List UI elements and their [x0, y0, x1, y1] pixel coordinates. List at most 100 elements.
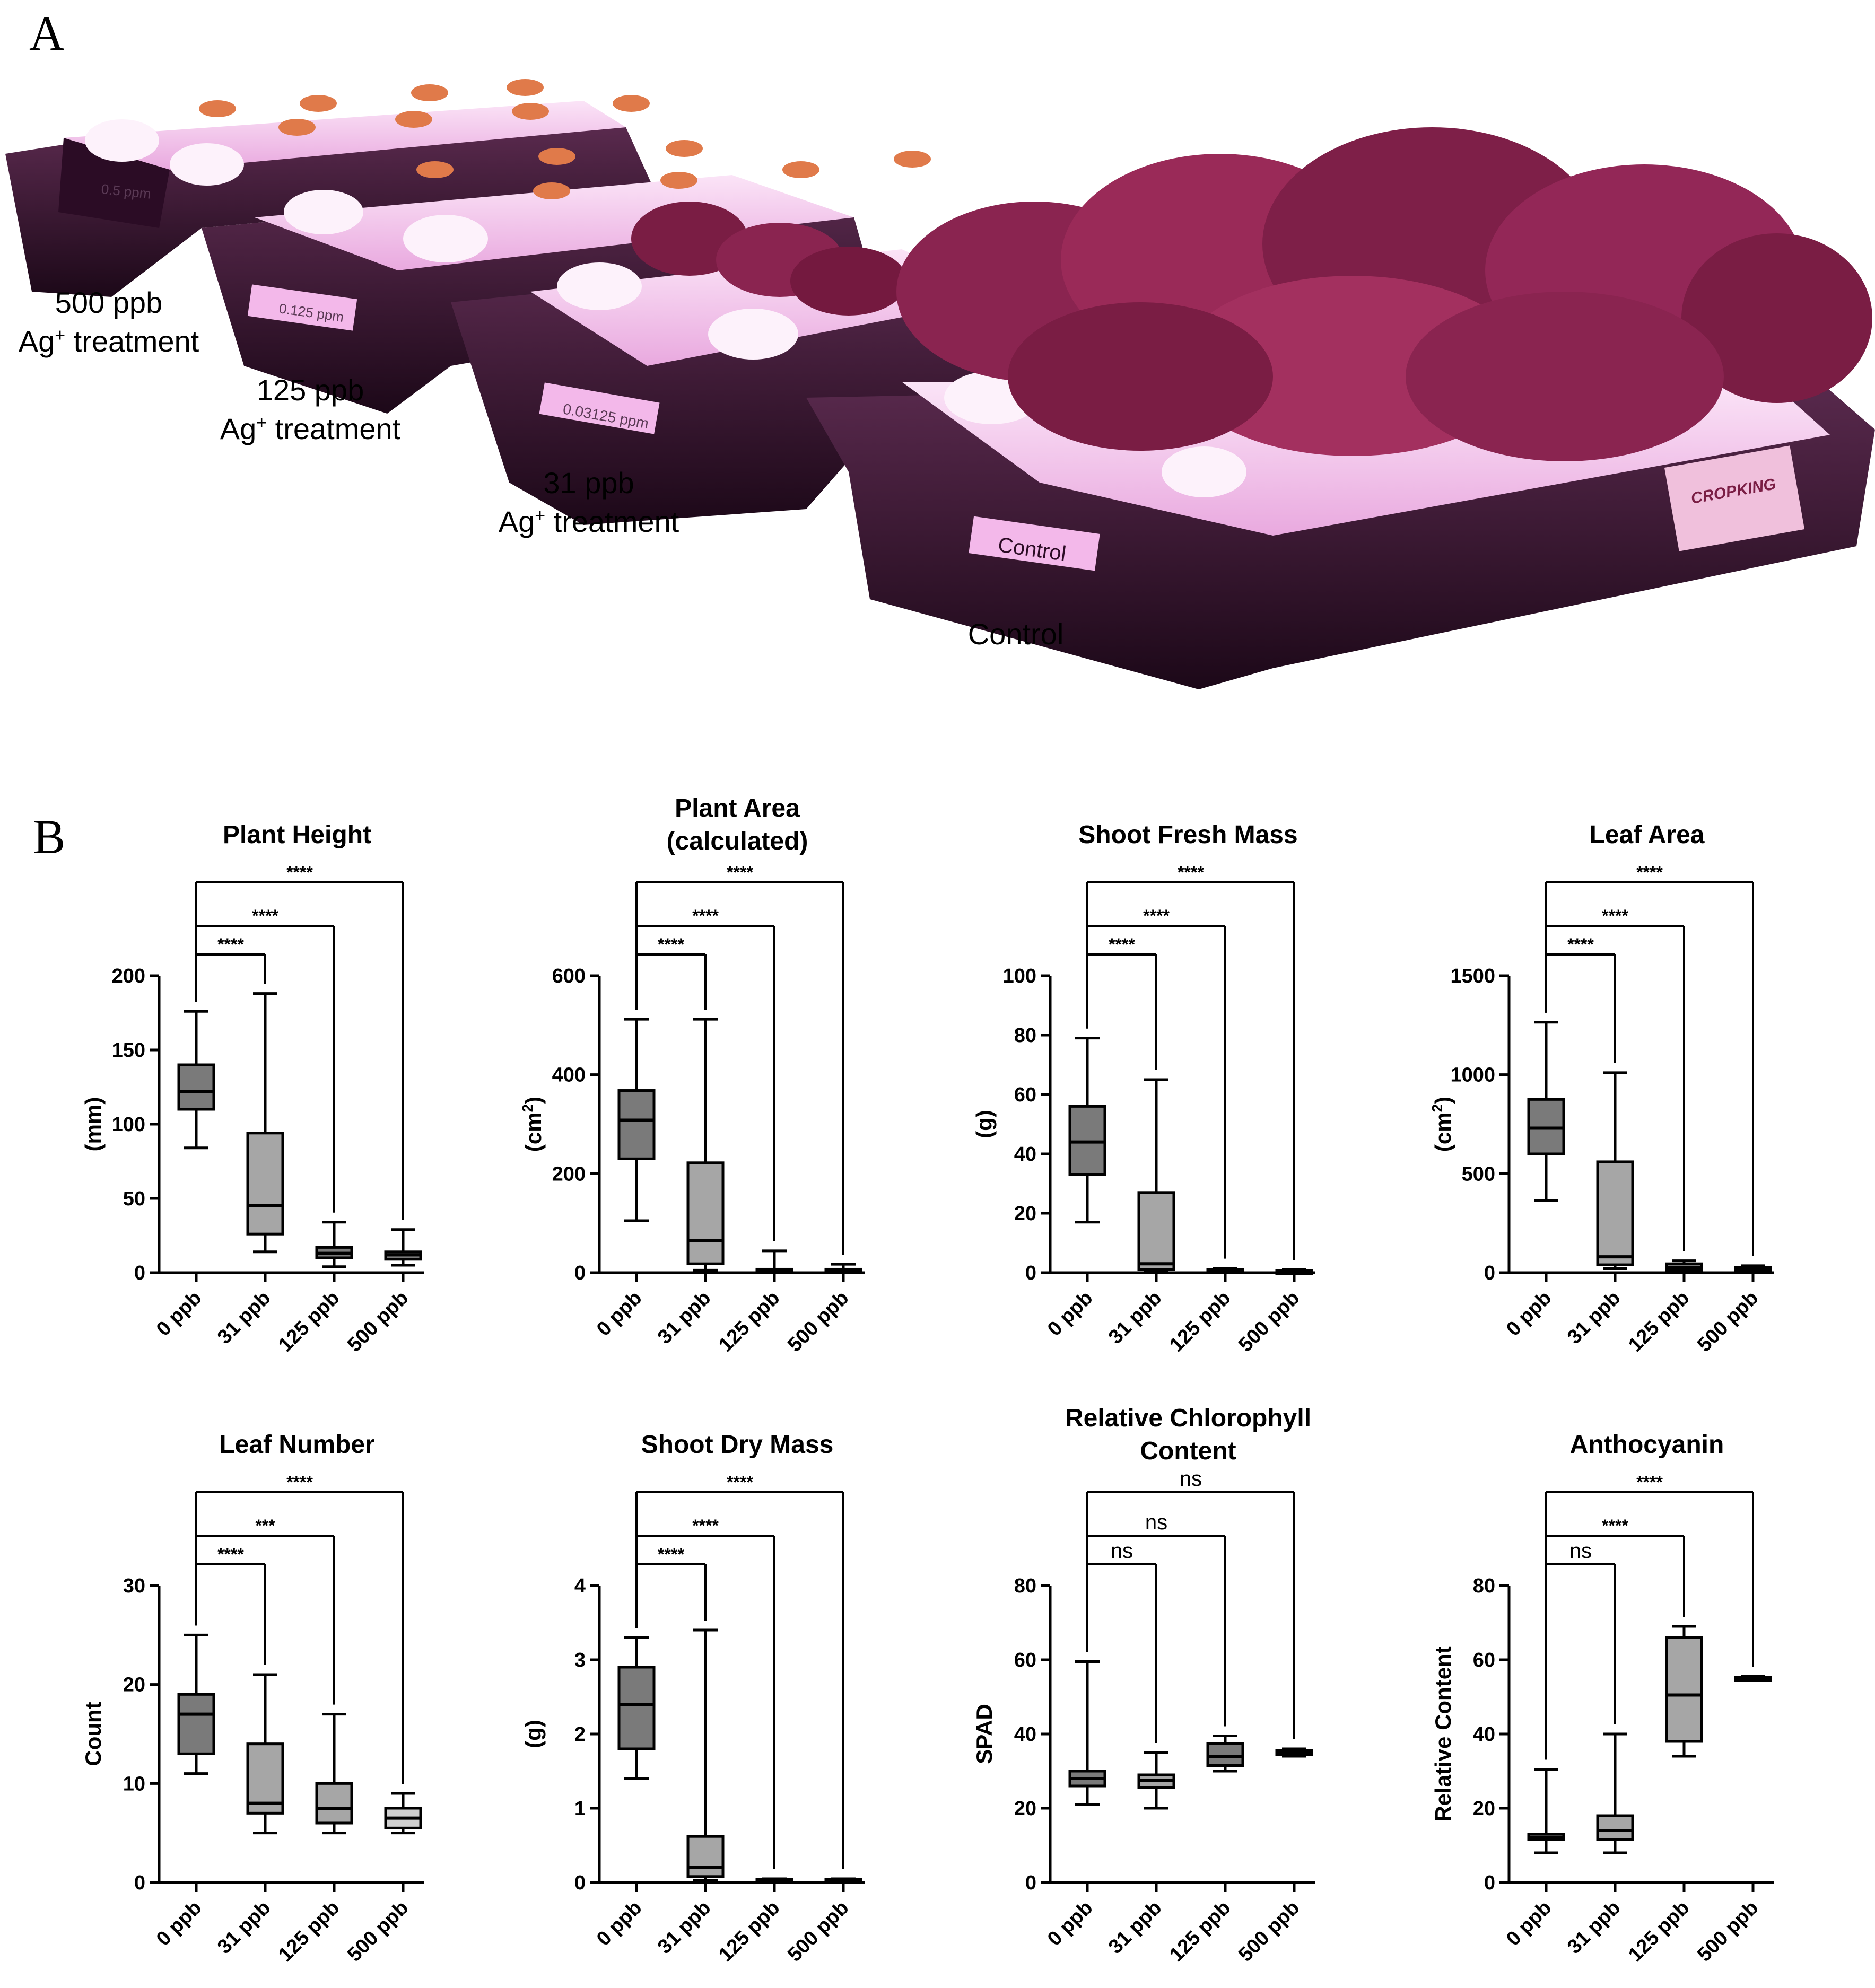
chart-relative-chlorophyll: Relative Chlorophyll Content 0 20 40 60 80 SPAD… — [960, 1395, 1416, 1966]
x-tick-label: 0 ppb — [1502, 1287, 1556, 1341]
y-tick-label: 500 — [1462, 1163, 1495, 1185]
panel-a-letter: A — [29, 6, 65, 60]
sig-label: **** — [1636, 1473, 1663, 1492]
y-tick-label: 4 — [574, 1575, 586, 1597]
box — [617, 1089, 656, 1160]
sig-label: **** — [658, 1545, 684, 1564]
label-31-rest: treatment — [545, 504, 679, 538]
box — [1596, 1814, 1634, 1841]
chart-title-line: Leaf Area — [1590, 821, 1705, 849]
label-31-plus: + — [535, 505, 546, 526]
y-tick-label: 1000 — [1450, 1064, 1495, 1087]
box — [1137, 1191, 1175, 1271]
label-500-rest: treatment — [65, 324, 199, 358]
y-tick-label: 0 — [1025, 1262, 1036, 1284]
y-axis-label: (mm) — [81, 1097, 106, 1152]
chart-title-line: Relative Chlorophyll — [1065, 1404, 1311, 1432]
sig-label: ns — [1180, 1467, 1202, 1491]
y-tick-label: 20 — [1473, 1798, 1495, 1820]
y-tick-label: 40 — [1014, 1723, 1036, 1746]
box — [686, 1161, 725, 1265]
label-31-value: 31 ppb — [543, 466, 634, 500]
sig-label: **** — [692, 906, 719, 925]
lettuce-canopy — [896, 127, 1872, 461]
y-tick-label: 50 — [123, 1188, 145, 1210]
label-control: Control — [967, 617, 1064, 651]
box — [1665, 1636, 1703, 1743]
sig-label: ns — [1145, 1511, 1167, 1534]
y-axis-label: (cm2) — [519, 1097, 546, 1152]
x-tick-label: 0 ppb — [1502, 1897, 1556, 1950]
x-tick-label: 500 ppb — [783, 1897, 853, 1966]
y-tick-label: 3 — [574, 1649, 586, 1671]
y-tick-label: 0 — [574, 1872, 586, 1894]
x-tick-label: 0 ppb — [152, 1897, 206, 1950]
chart-title-line: Plant Area — [675, 794, 800, 822]
sig-label: **** — [217, 935, 244, 954]
y-tick-label: 10 — [123, 1773, 145, 1795]
x-tick-label: 500 ppb — [343, 1897, 413, 1966]
y-axis-label: Relative Content — [1431, 1646, 1455, 1821]
y-tick-label: 80 — [1014, 1024, 1036, 1047]
box — [617, 1666, 656, 1750]
hydroponic-trays-photo: 0.5 ppm 0.125 ppm 0.03125 ppm Control CR… — [5, 79, 1875, 689]
y-tick-label: 2 — [574, 1723, 586, 1746]
y-tick-label: 200 — [552, 1163, 586, 1185]
sig-label: **** — [252, 906, 278, 925]
x-tick-label: 31 ppb — [1563, 1287, 1625, 1348]
chart-shoot-dry-mass: Shoot Dry Mass 0 1 2 3 4 (g) 0 ppb 31 ppb 125 ppb… — [509, 1395, 965, 1966]
x-tick-label: 0 ppb — [592, 1897, 646, 1950]
x-tick-label: 125 ppb — [274, 1287, 344, 1356]
sig-label: **** — [1109, 935, 1135, 954]
chart-title-line: Content — [1140, 1437, 1236, 1465]
x-tick-label: 31 ppb — [653, 1897, 715, 1958]
chart-title-line: Shoot Fresh Mass — [1078, 821, 1297, 849]
y-axis-label: (g) — [972, 1110, 997, 1138]
sig-label: *** — [255, 1516, 275, 1535]
chart-shoot-fresh-mass: Shoot Fresh Mass 0 20 40 60 80 100 (g) 0 ppb 31 p… — [960, 785, 1416, 1356]
box — [686, 1835, 725, 1878]
sig-label: ns — [1111, 1539, 1133, 1563]
x-tick-label: 31 ppb — [653, 1287, 715, 1348]
sig-label: **** — [727, 1473, 753, 1492]
chart-leaf-number: Leaf Number 0 10 20 30 Count 0 ppb 31 ppb 125 pp… — [69, 1395, 525, 1966]
x-tick-label: 31 ppb — [1104, 1897, 1166, 1958]
x-tick-label: 125 ppb — [714, 1287, 784, 1356]
x-tick-label: 0 ppb — [592, 1287, 646, 1341]
y-tick-label: 600 — [552, 965, 586, 987]
x-tick-label: 500 ppb — [1693, 1287, 1763, 1356]
chart-title-line: Leaf Number — [219, 1431, 374, 1459]
y-axis-label: (cm2) — [1429, 1097, 1455, 1152]
x-tick-label: 125 ppb — [1624, 1897, 1694, 1966]
box — [177, 1063, 215, 1111]
x-tick-label: 500 ppb — [1693, 1897, 1763, 1966]
y-tick-label: 0 — [1484, 1872, 1495, 1894]
chart-title-line: Anthocyanin — [1570, 1431, 1724, 1459]
y-tick-label: 80 — [1473, 1575, 1495, 1597]
chart-plant-height: Plant Height 0 50 100 150 200 (mm) 0 ppb 31 ppb 1… — [69, 785, 525, 1356]
x-tick-label: 125 ppb — [274, 1897, 344, 1966]
y-tick-label: 0 — [134, 1262, 145, 1284]
label-500-ppb: 500 ppb Ag+ treatment — [3, 284, 215, 361]
sig-label: **** — [1567, 935, 1594, 954]
y-tick-label: 200 — [112, 965, 145, 987]
y-tick-label: 0 — [1025, 1872, 1036, 1894]
y-axis-label: SPAD — [972, 1704, 997, 1764]
y-tick-label: 1 — [574, 1798, 586, 1820]
box — [246, 1132, 284, 1236]
x-tick-label: 31 ppb — [1563, 1897, 1625, 1958]
y-tick-label: 60 — [1014, 1649, 1036, 1671]
y-tick-label: 100 — [112, 1114, 145, 1136]
x-tick-label: 0 ppb — [1043, 1287, 1097, 1341]
y-tick-label: 40 — [1473, 1723, 1495, 1746]
chart-leaf-area: Leaf Area 0 500 1000 1500 (cm2) 0 ppb 31 ppb 125… — [1419, 785, 1875, 1356]
label-500-ag: Ag — [18, 324, 55, 358]
label-125-plus: + — [256, 413, 267, 433]
chart-plant-area: Plant Area (calculated) 0 200 400 600 (cm2) 0 p… — [509, 785, 965, 1356]
sig-label: **** — [1602, 1516, 1628, 1535]
sig-label: **** — [217, 1545, 244, 1564]
x-tick-label: 125 ppb — [1624, 1287, 1694, 1356]
y-tick-label: 0 — [574, 1262, 586, 1284]
y-tick-label: 80 — [1014, 1575, 1036, 1597]
label-500-plus: + — [55, 325, 66, 346]
